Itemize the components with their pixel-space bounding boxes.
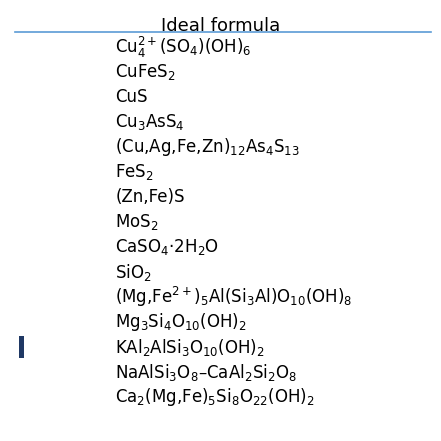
Text: CaSO$_4$·2H$_2$O: CaSO$_4$·2H$_2$O	[116, 237, 220, 257]
Text: CuFeS$_2$: CuFeS$_2$	[116, 62, 176, 82]
Text: Mg$_3$Si$_4$O$_{10}$(OH)$_2$: Mg$_3$Si$_4$O$_{10}$(OH)$_2$	[116, 311, 247, 333]
Text: CuS: CuS	[116, 88, 148, 106]
Text: KAl$_2$AlSi$_3$O$_{10}$(OH)$_2$: KAl$_2$AlSi$_3$O$_{10}$(OH)$_2$	[116, 336, 265, 358]
Text: FeS$_2$: FeS$_2$	[116, 162, 154, 182]
Text: SiO$_2$: SiO$_2$	[116, 262, 152, 283]
Text: (Mg,Fe$^{2+}$)$_5$Al(Si$_3$Al)O$_{10}$(OH)$_8$: (Mg,Fe$^{2+}$)$_5$Al(Si$_3$Al)O$_{10}$(O…	[116, 285, 353, 309]
Text: Cu$_3$AsS$_4$: Cu$_3$AsS$_4$	[116, 112, 185, 132]
Text: (Cu,Ag,Fe,Zn)$_{12}$As$_4$S$_{13}$: (Cu,Ag,Fe,Zn)$_{12}$As$_4$S$_{13}$	[116, 136, 300, 158]
Text: Cu$_4^{2+}$(SO$_4$)(OH)$_6$: Cu$_4^{2+}$(SO$_4$)(OH)$_6$	[116, 35, 252, 60]
FancyBboxPatch shape	[19, 336, 24, 359]
Text: MoS$_2$: MoS$_2$	[116, 212, 159, 232]
Text: (Zn,Fe)S: (Zn,Fe)S	[116, 188, 185, 206]
Text: Ideal formula: Ideal formula	[161, 17, 280, 35]
Text: NaAlSi$_3$O$_8$–CaAl$_2$Si$_2$O$_8$: NaAlSi$_3$O$_8$–CaAl$_2$Si$_2$O$_8$	[116, 362, 298, 383]
Text: Ca$_2$(Mg,Fe)$_5$Si$_8$O$_{22}$(OH)$_2$: Ca$_2$(Mg,Fe)$_5$Si$_8$O$_{22}$(OH)$_2$	[116, 386, 315, 408]
